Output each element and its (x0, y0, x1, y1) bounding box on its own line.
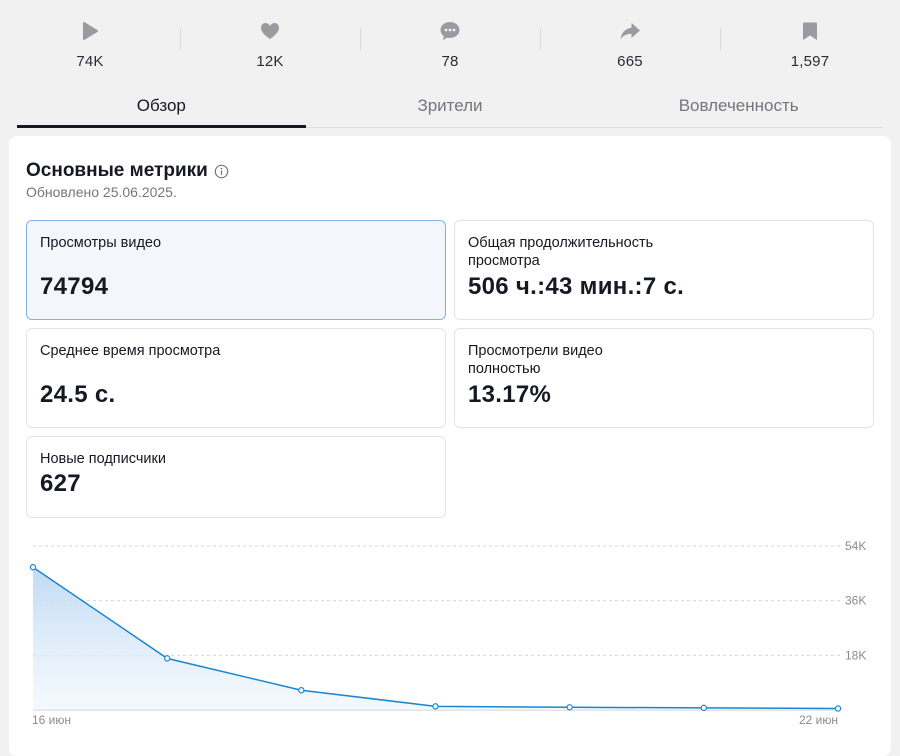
metric-watched-full-video[interactable]: Просмотрели видео полностью 13.17% (454, 328, 874, 428)
metric-label-line2: просмотра (468, 253, 540, 269)
stat-views: 74K (0, 14, 180, 76)
chart-data-point[interactable] (834, 705, 842, 712)
chart-data-point[interactable] (163, 655, 171, 662)
metric-average-watch-time[interactable]: Среднее время просмотра 24.5 с. (26, 328, 446, 428)
bookmark-icon (803, 22, 817, 40)
metric-label: Просмотры видео (40, 235, 162, 251)
stat-shares: 665 (540, 14, 720, 76)
metric-video-views[interactable]: Просмотры видео 74794 (26, 220, 446, 320)
section-title-text: Основные метрики (26, 160, 208, 181)
chart-data-point[interactable] (700, 704, 708, 712)
info-icon[interactable] (214, 164, 229, 179)
section-title: Основные метрики (26, 160, 229, 182)
metric-label-line1: Общая продолжительность (468, 235, 654, 251)
chart-y-tick-label: 54K (845, 539, 866, 553)
stat-likes: 12K (180, 14, 360, 76)
chart-x-tick-label: 16 июн (32, 713, 71, 727)
metric-new-followers[interactable]: Новые подписчики 627 (26, 436, 446, 518)
comment-icon (440, 22, 460, 40)
key-metrics-card: Основные метрики Обновлено 25.06.2025. П… (9, 136, 891, 756)
stat-comments-value: 78 (441, 53, 459, 70)
chart-y-tick-label: 18K (845, 648, 866, 662)
views-chart: 54K 36K 18K 16 июн 22 июн (29, 539, 866, 727)
metric-value: 74794 (40, 273, 109, 300)
chart-data-point[interactable] (566, 704, 573, 711)
metric-value: 24.5 с. (40, 381, 116, 408)
metric-total-watch-time[interactable]: Общая продолжительность просмотра 506 ч.… (454, 220, 874, 320)
metric-label: Новые подписчики (40, 451, 166, 467)
stat-views-value: 74K (76, 53, 104, 70)
metric-label-line1: Просмотрели видео (468, 343, 603, 359)
tab-overview[interactable]: Обзор (17, 82, 306, 128)
tab-engagement[interactable]: Вовлеченность (678, 96, 799, 115)
stat-saves-value: 1,597 (790, 53, 830, 70)
chart-y-tick-label: 36K (845, 594, 866, 608)
chart-data-point[interactable] (29, 564, 37, 571)
chart-area-fill (33, 567, 838, 710)
analytics-tabs: Обзор Зрители Вовлеченность (17, 82, 883, 128)
metric-value: 13.17% (468, 381, 552, 408)
video-stats-bar: 74K 12K 78 665 1,597 (0, 14, 900, 76)
metric-label: Среднее время просмотра (40, 343, 221, 359)
chart-data-point[interactable] (298, 687, 305, 694)
metric-label-line2: полностью (468, 361, 541, 377)
metric-value: 627 (40, 470, 81, 497)
play-icon (83, 22, 98, 40)
updated-date: Обновлено 25.06.2025. (26, 184, 177, 200)
stat-saves: 1,597 (720, 14, 900, 76)
stat-likes-value: 12K (256, 53, 284, 70)
chart-x-tick-label: 22 июн (799, 713, 838, 727)
stat-shares-value: 665 (617, 53, 643, 70)
stat-comments: 78 (360, 14, 540, 76)
top-cut-text (0, 0, 900, 8)
tab-viewers[interactable]: Зрители (417, 96, 483, 115)
chart-data-point[interactable] (432, 703, 439, 710)
share-icon (620, 23, 640, 40)
heart-icon (261, 23, 279, 39)
metric-value: 506 ч.:43 мин.:7 с. (468, 273, 685, 300)
